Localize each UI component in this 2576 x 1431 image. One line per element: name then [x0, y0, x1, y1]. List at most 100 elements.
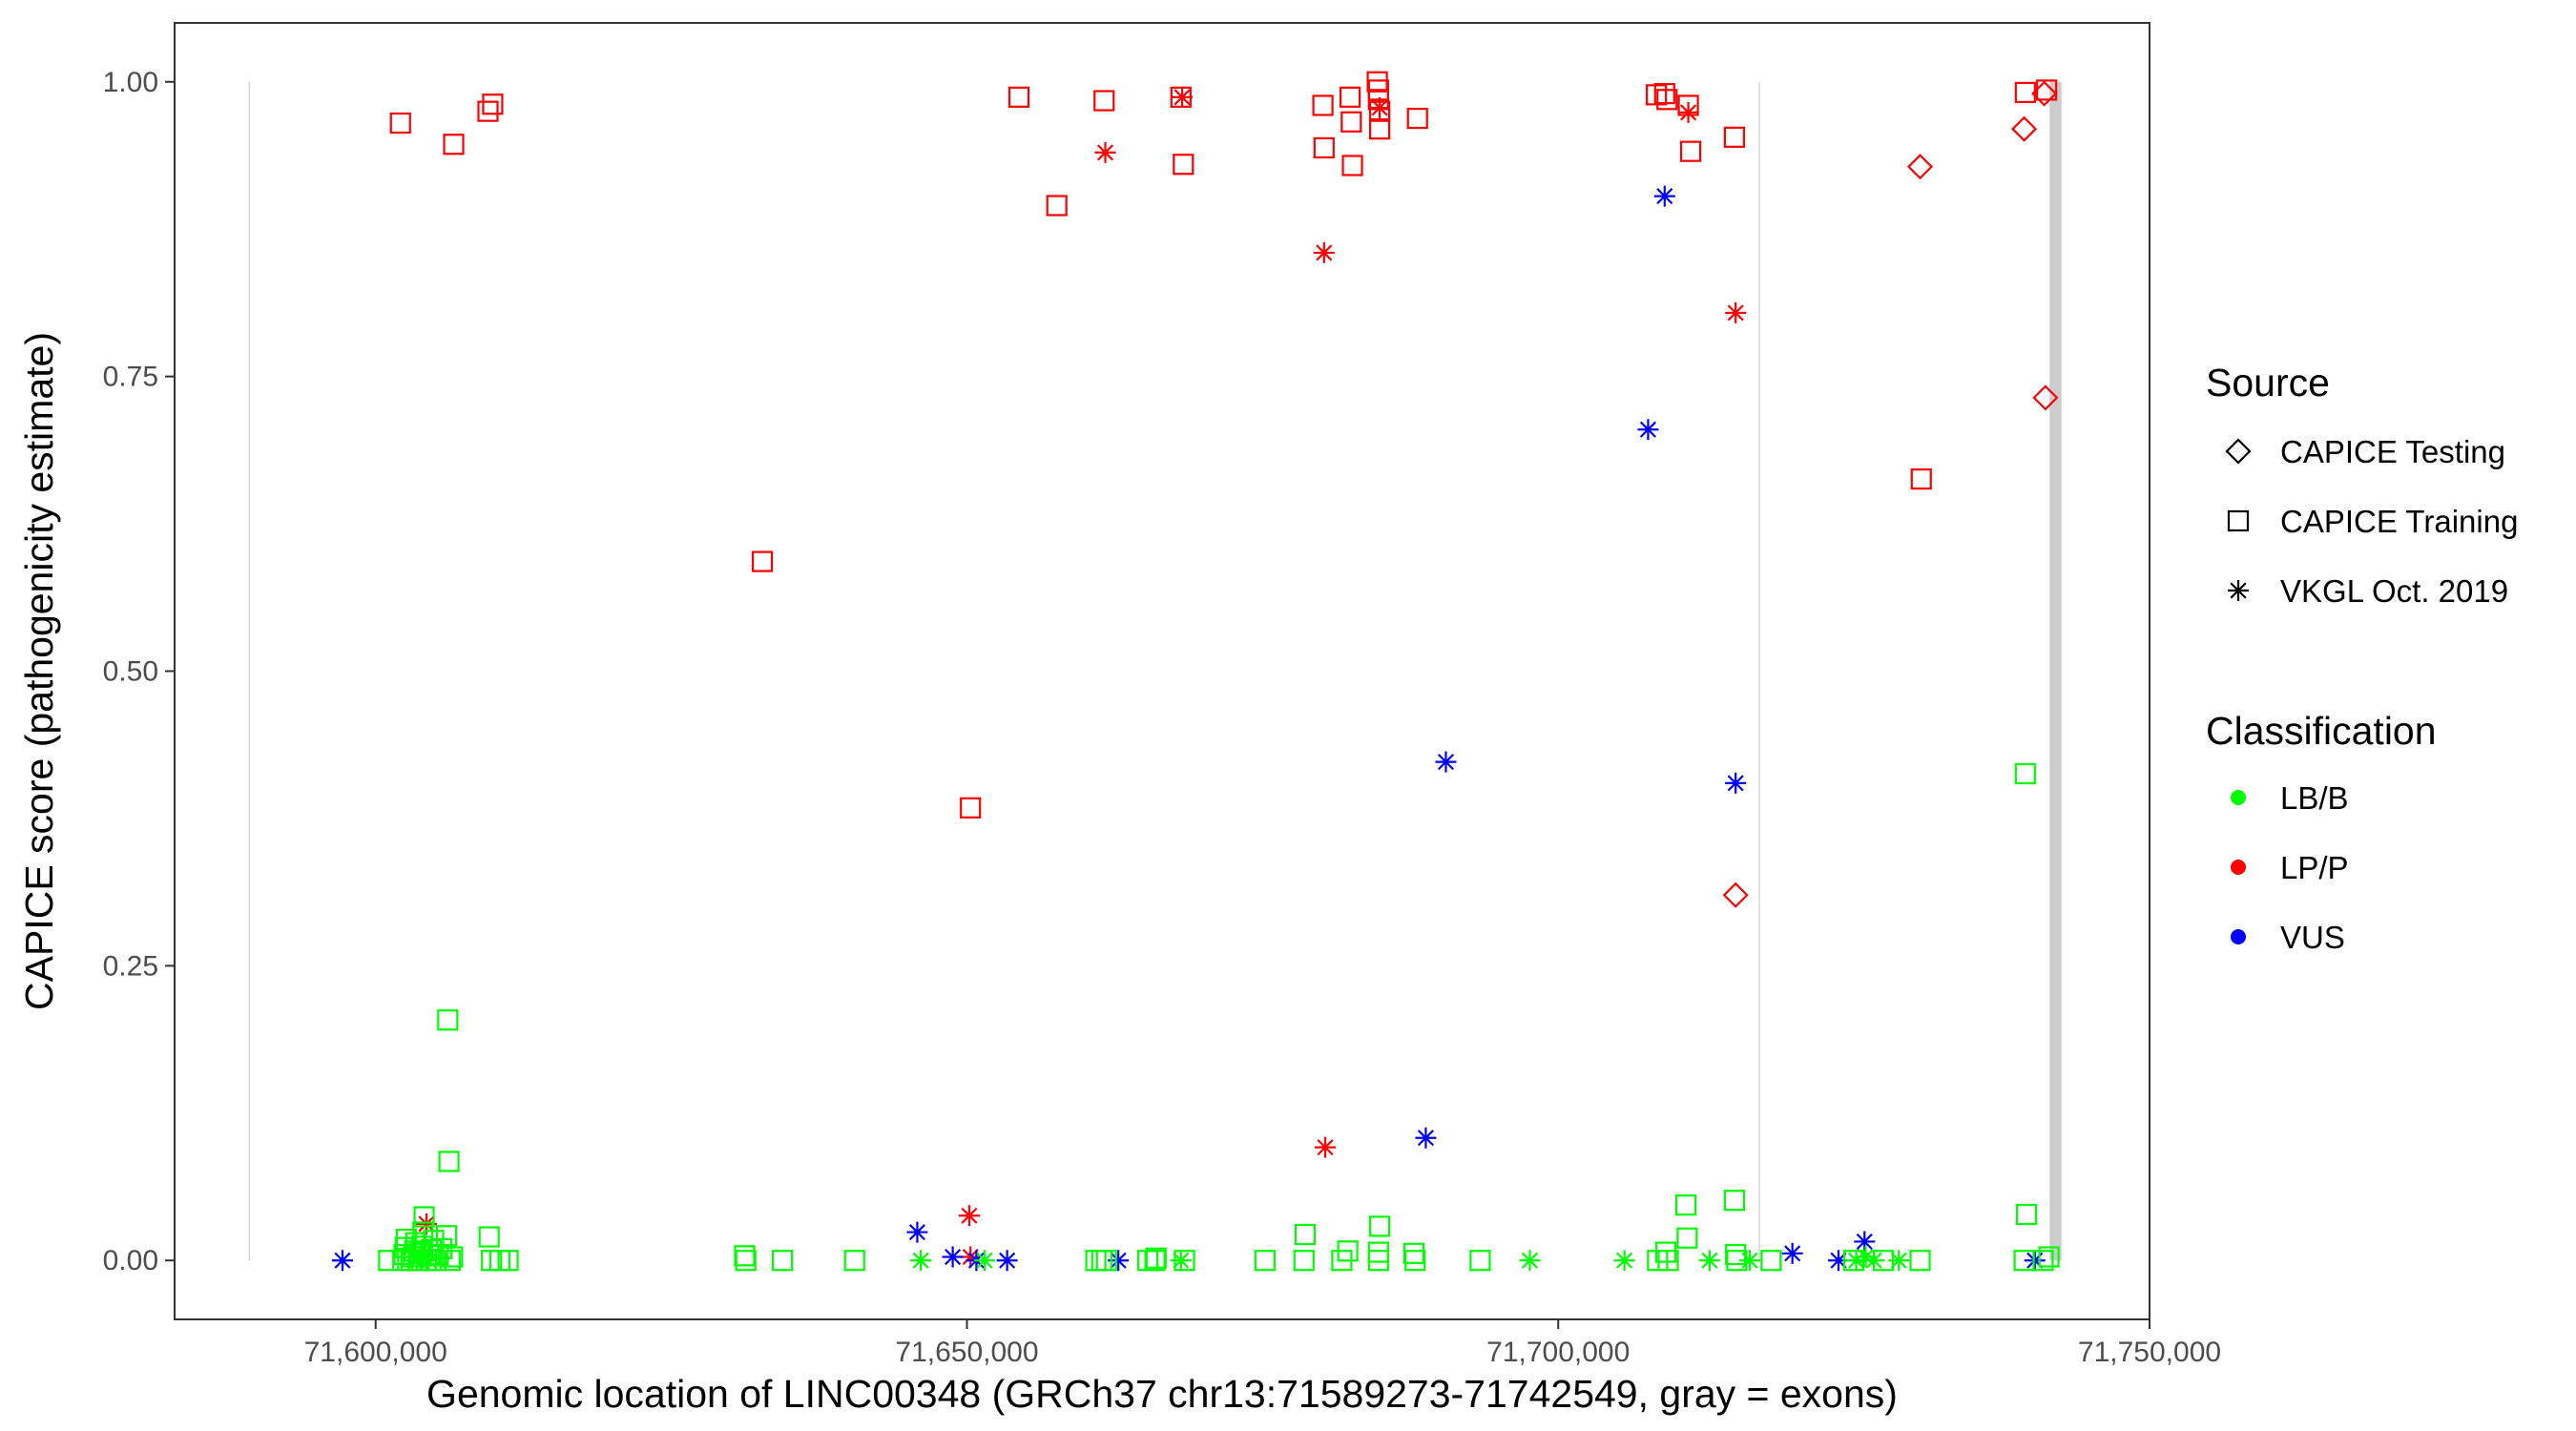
data-point-square [1404, 1250, 1426, 1272]
data-point-square [2014, 762, 2036, 785]
legend-key-square [2227, 509, 2250, 532]
data-point-square [442, 1246, 464, 1268]
x-tick-label: 71,650,000 [895, 1337, 1038, 1368]
data-point-square [439, 1250, 461, 1272]
legend-classification-label: LP/P [2280, 850, 2349, 885]
data-point-square [1368, 118, 1391, 140]
data-point-square [1402, 1242, 1425, 1264]
data-point-square [1313, 136, 1335, 159]
data-point-diamond [2031, 80, 2058, 107]
data-point-asterisk [1315, 1136, 1337, 1158]
data-point-asterisk [1698, 1250, 1720, 1272]
data-point-diamond [2011, 115, 2038, 142]
legend-key-dot [2231, 860, 2246, 875]
y-tick-label: 1.00 [103, 67, 158, 98]
data-point-asterisk [996, 1250, 1018, 1272]
exon-band [248, 81, 250, 1261]
data-point-asterisk [1863, 1250, 1885, 1272]
data-point-asterisk [1854, 1231, 1876, 1253]
data-point-square [413, 1206, 435, 1228]
data-point-asterisk [1781, 1242, 1803, 1264]
data-point-square [378, 1250, 400, 1272]
data-point-square [1723, 126, 1746, 148]
data-point-square [1173, 154, 1195, 176]
data-point-asterisk [960, 1246, 982, 1268]
data-point-square [1337, 1240, 1359, 1262]
data-point-square [1366, 71, 1388, 93]
data-point-square [1647, 1250, 1669, 1272]
legend-classification-label: LB/B [2280, 780, 2349, 816]
data-point-asterisk [958, 1205, 980, 1227]
data-point-square [1909, 1250, 1931, 1272]
point-layer [332, 71, 2060, 1272]
legend-key-dot [2231, 790, 2246, 805]
data-point-asterisk [1313, 241, 1335, 263]
data-point-square [1676, 1227, 1698, 1249]
data-point-asterisk [1725, 772, 1747, 794]
data-point-diamond [1906, 154, 1934, 180]
data-point-square [1008, 86, 1030, 108]
data-point-square [438, 1151, 460, 1172]
data-point-square [1340, 111, 1362, 133]
data-point-asterisk [1519, 1250, 1541, 1272]
legend-source-label: CAPICE Training [2280, 504, 2518, 539]
data-point-square [1339, 86, 1361, 108]
data-point-square [1646, 84, 1668, 106]
data-point-square [497, 1250, 519, 1272]
data-point-square [435, 1225, 458, 1247]
legend-source-label: VKGL Oct. 2019 [2280, 573, 2508, 609]
data-point-square [1657, 1250, 1679, 1272]
data-point-asterisk [1094, 141, 1116, 163]
legend-key-dot [2231, 929, 2246, 944]
data-point-asterisk [1725, 301, 1747, 323]
data-point-square [1341, 155, 1363, 176]
data-point-asterisk [1677, 101, 1699, 123]
data-point-diamond [1722, 881, 1749, 908]
data-point-square [2015, 1203, 2038, 1226]
data-point-asterisk [1369, 96, 1391, 118]
data-point-square [1095, 1250, 1117, 1272]
data-point-square [1254, 1250, 1276, 1272]
legend-classification-label: VUS [2280, 920, 2345, 955]
data-point-square [478, 1226, 500, 1248]
data-point-asterisk [1170, 1250, 1192, 1272]
legend-source-title: Source [2206, 361, 2330, 404]
y-tick-label: 0.00 [103, 1245, 158, 1276]
data-point-asterisk [942, 1246, 964, 1268]
data-point-square [477, 100, 499, 122]
data-point-asterisk [1435, 751, 1457, 773]
y-axis-title: CAPICE score (pathogenicity estimate) [17, 332, 61, 1010]
data-point-square [2038, 1246, 2060, 1268]
data-point-square [403, 1246, 425, 1268]
data-point-square [443, 134, 465, 156]
data-point-square [960, 797, 982, 819]
data-point-asterisk [1637, 419, 1659, 441]
data-point-square [1294, 1223, 1317, 1246]
data-point-square [1723, 1190, 1746, 1212]
data-point-diamond [2032, 384, 2059, 411]
data-point-square [431, 1237, 453, 1259]
data-point-square [734, 1245, 756, 1267]
data-point-square [751, 550, 774, 572]
data-point-square [1406, 107, 1428, 130]
data-point-asterisk [974, 1250, 996, 1272]
data-point-square [1293, 1250, 1315, 1272]
data-point-square [1469, 1250, 1491, 1272]
data-point-asterisk [1415, 1127, 1437, 1149]
data-point-asterisk [906, 1221, 928, 1243]
data-point-square [1654, 1241, 1677, 1263]
data-point-square [1046, 195, 1068, 217]
legend-classification-title: Classification [2206, 709, 2437, 753]
data-point-square [482, 93, 504, 115]
data-point-square [389, 112, 411, 135]
data-point-square [735, 1250, 757, 1272]
data-point-square [1910, 468, 1932, 490]
data-point-asterisk [418, 1250, 440, 1272]
data-point-square [1675, 1194, 1697, 1216]
data-point-asterisk [1888, 1250, 1910, 1272]
data-point-asterisk [406, 1250, 428, 1272]
x-tick-label: 71,600,000 [304, 1337, 447, 1368]
y-tick-label: 0.75 [103, 362, 158, 393]
